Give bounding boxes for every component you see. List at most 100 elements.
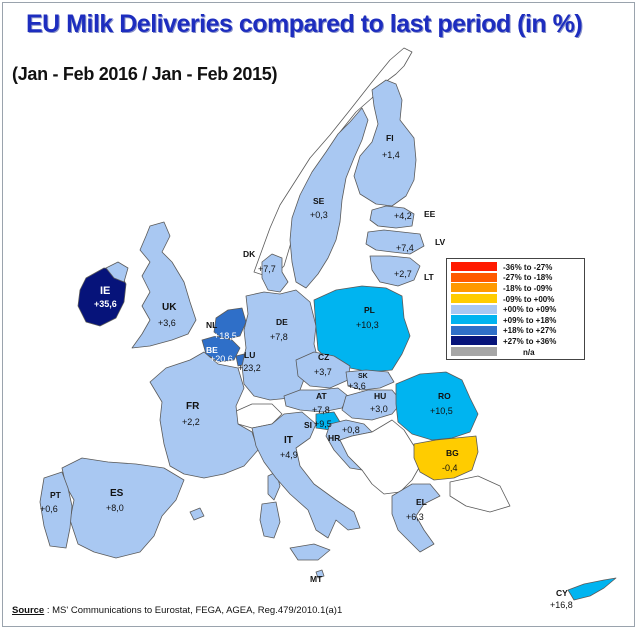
label-LV-value: +7,4 bbox=[396, 243, 414, 253]
label-BE-code: BE bbox=[206, 345, 218, 355]
label-LU-code: LU bbox=[244, 350, 255, 360]
label-PT-code: PT bbox=[50, 490, 62, 500]
legend-swatch bbox=[451, 325, 497, 336]
legend-row: +18% to +27% bbox=[451, 325, 580, 337]
region-BG[interactable] bbox=[413, 435, 479, 481]
region-FI[interactable] bbox=[353, 79, 417, 207]
label-MT-code: MT bbox=[310, 574, 323, 584]
legend-swatch bbox=[451, 304, 497, 315]
region-EL[interactable] bbox=[391, 483, 441, 553]
label-CZ-code: CZ bbox=[318, 352, 329, 362]
legend-swatch bbox=[451, 262, 497, 273]
label-SI-code: SI bbox=[304, 420, 312, 430]
legend-swatch bbox=[451, 283, 497, 294]
label-IT-value: +4,9 bbox=[280, 450, 298, 460]
label-PL-value: +10,3 bbox=[356, 320, 379, 330]
legend-label: -18% to -09% bbox=[503, 283, 553, 293]
legend-label: -09% to +00% bbox=[503, 294, 555, 304]
label-DE-value: +7,8 bbox=[270, 332, 288, 342]
region-UK-ni[interactable] bbox=[105, 261, 129, 283]
region-SK[interactable] bbox=[345, 369, 395, 391]
label-EE-code: EE bbox=[424, 209, 436, 219]
label-EL-value: +6,3 bbox=[406, 512, 424, 522]
label-SI-value: +9,5 bbox=[314, 419, 332, 429]
label-NL-value: +18,5 bbox=[214, 331, 237, 341]
label-SE-code: SE bbox=[313, 196, 325, 206]
region-IT-sardinia[interactable] bbox=[259, 501, 281, 539]
label-BG-value: -0,4 bbox=[442, 463, 458, 473]
label-UK-value: +3,6 bbox=[158, 318, 176, 328]
legend-label: -27% to -18% bbox=[503, 273, 553, 283]
region-SE[interactable] bbox=[289, 107, 369, 289]
label-SE-value: +0,3 bbox=[310, 210, 328, 220]
legend-swatch bbox=[451, 336, 497, 347]
label-HR-value: +0,8 bbox=[342, 425, 360, 435]
label-ES-value: +8,0 bbox=[106, 503, 124, 513]
source-text: : MS' Communications to Eurostat, FEGA, … bbox=[44, 605, 343, 616]
legend-swatch bbox=[451, 272, 497, 283]
label-FI-value: +1,4 bbox=[382, 150, 400, 160]
region-MT[interactable] bbox=[315, 569, 325, 579]
region-switzerland bbox=[233, 403, 283, 429]
region-turkey bbox=[449, 475, 511, 513]
region-NL[interactable] bbox=[213, 307, 247, 341]
legend-row: -09% to +00% bbox=[451, 294, 580, 305]
label-ES-code: ES bbox=[110, 488, 124, 499]
label-RO-value: +10,5 bbox=[430, 406, 453, 416]
region-PT[interactable] bbox=[39, 471, 73, 549]
legend-label: n/a bbox=[523, 347, 535, 357]
legend-label: -36% to -27% bbox=[503, 262, 553, 272]
legend-row: -27% to -18% bbox=[451, 272, 580, 284]
label-DK-code: DK bbox=[243, 249, 256, 259]
label-UK-code: UK bbox=[162, 302, 177, 313]
legend-swatch bbox=[451, 315, 497, 326]
label-AT-code: AT bbox=[316, 391, 328, 401]
region-HU[interactable] bbox=[341, 389, 403, 421]
label-PL-code: PL bbox=[364, 305, 375, 315]
label-EE-value: +4,2 bbox=[394, 211, 412, 221]
legend-row: -18% to -09% bbox=[451, 283, 580, 294]
region-CY[interactable] bbox=[567, 577, 617, 601]
map-title: EU Milk Deliveries compared to last peri… bbox=[26, 10, 583, 38]
label-LT-code: LT bbox=[424, 272, 435, 282]
source-label: Source bbox=[12, 605, 45, 616]
label-BG-code: BG bbox=[446, 448, 459, 458]
region-IT[interactable] bbox=[251, 411, 361, 539]
label-LV-code: LV bbox=[435, 237, 446, 247]
legend-row: +09% to +18% bbox=[451, 315, 580, 326]
label-IE-value: +35,6 bbox=[94, 299, 117, 309]
label-CZ-value: +3,7 bbox=[314, 367, 332, 377]
region-DK[interactable] bbox=[261, 253, 289, 293]
region-RO[interactable] bbox=[395, 371, 479, 441]
legend-swatch bbox=[451, 294, 497, 305]
legend-label: +18% to +27% bbox=[503, 326, 557, 336]
source-note: Source : MS' Communications to Eurostat,… bbox=[12, 605, 342, 616]
label-LT-value: +2,7 bbox=[394, 269, 412, 279]
region-IT-sicily[interactable] bbox=[289, 543, 331, 561]
label-DK-value: +7,7 bbox=[258, 264, 276, 274]
label-IT-code: IT bbox=[284, 435, 293, 446]
label-DE-code: DE bbox=[276, 317, 288, 327]
region-LV[interactable] bbox=[365, 229, 425, 255]
legend-label: +27% to +36% bbox=[503, 336, 557, 346]
label-HU-code: HU bbox=[374, 391, 386, 401]
label-AT-value: +7,8 bbox=[312, 405, 330, 415]
label-IE-code: IE bbox=[100, 285, 110, 297]
legend-swatch bbox=[451, 347, 497, 358]
label-CY-value: +16,8 bbox=[550, 600, 573, 610]
region-LT[interactable] bbox=[369, 255, 421, 287]
region-western-balkans bbox=[339, 419, 421, 495]
legend-row: +27% to +36% bbox=[451, 336, 580, 347]
region-EE[interactable] bbox=[369, 205, 415, 229]
region-ES-balearics[interactable] bbox=[189, 507, 205, 521]
map-legend: -36% to -27% -27% to -18% -18% to -09% -… bbox=[446, 258, 585, 361]
legend-label: +09% to +18% bbox=[503, 315, 557, 325]
label-PT-value: +0,6 bbox=[40, 504, 58, 514]
label-HR-code: HR bbox=[328, 433, 340, 443]
label-NL-code: NL bbox=[206, 320, 217, 330]
label-LU-value: +23,2 bbox=[238, 363, 261, 373]
region-UK[interactable] bbox=[131, 221, 197, 349]
country-labels: FI +1,4 SE +0,3 EE +4,2 LV +7,4 LT +2,7 … bbox=[40, 133, 573, 610]
